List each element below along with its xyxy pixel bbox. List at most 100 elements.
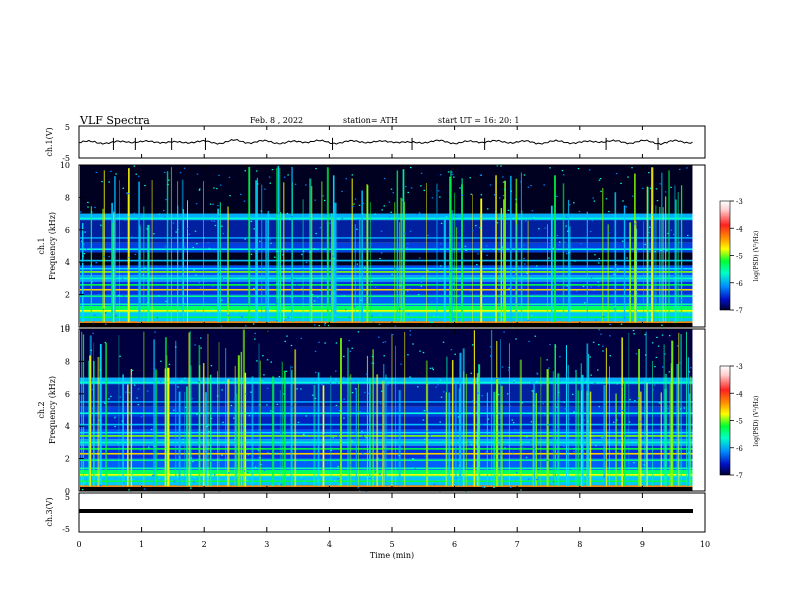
spectrogram-speckle bbox=[680, 408, 682, 410]
spectrogram-speckle bbox=[502, 181, 505, 183]
spectrogram-speckle bbox=[315, 371, 317, 373]
spectrogram-speckle bbox=[612, 421, 615, 423]
spectrogram-speckle bbox=[452, 446, 454, 448]
spectrogram-streak bbox=[472, 194, 473, 323]
spectrogram-speckle bbox=[501, 403, 503, 405]
spectrogram-streak bbox=[355, 388, 357, 487]
spectrogram-speckle bbox=[380, 230, 383, 232]
spectrogram-speckle bbox=[365, 437, 368, 439]
spectrogram-streak bbox=[404, 331, 406, 487]
spectrogram-speckle bbox=[565, 373, 567, 376]
spectrogram-speckle bbox=[672, 233, 675, 236]
spectrogram-speckle bbox=[90, 264, 93, 266]
spectrogram-speckle bbox=[125, 391, 127, 393]
spectrogram-speckle bbox=[294, 183, 297, 185]
spectrogram-speckle bbox=[176, 228, 179, 231]
spectrogram-speckle bbox=[530, 421, 533, 423]
spectrogram-speckle bbox=[406, 290, 409, 292]
spectrogram-speckle bbox=[538, 228, 540, 230]
ch1-spectrogram-panel: 0 2 4 6 8 10 ch.1 Frequency (kHz) bbox=[37, 161, 706, 332]
spectrogram-speckle bbox=[205, 425, 208, 428]
spectrogram-speckle bbox=[471, 465, 473, 467]
spectrogram-streak bbox=[279, 389, 281, 487]
spectrogram-streak bbox=[621, 337, 623, 487]
spectrogram-speckle bbox=[130, 375, 132, 377]
spectrogram-streak bbox=[332, 216, 334, 323]
spectrogram-speckle bbox=[504, 313, 507, 315]
spectrogram-speckle bbox=[651, 342, 654, 344]
spectrogram-streak bbox=[676, 363, 679, 487]
spectrogram-speckle bbox=[566, 230, 569, 232]
spectrogram-speckle bbox=[314, 397, 317, 400]
spectrogram-speckle bbox=[556, 406, 558, 408]
ch1-waveform-panel: 5 -5 ch.1(V) bbox=[45, 123, 706, 163]
spectrogram-streak bbox=[190, 365, 192, 487]
spectrogram-speckle bbox=[335, 370, 337, 372]
spectrogram-speckle bbox=[354, 380, 357, 382]
spectrogram-speckle bbox=[254, 332, 256, 335]
spectrogram-streak bbox=[164, 337, 167, 487]
spectrogram-speckle bbox=[199, 287, 202, 289]
spectrogram-speckle bbox=[256, 183, 259, 185]
spectrogram-speckle bbox=[627, 176, 629, 178]
spectrogram-speckle bbox=[633, 462, 635, 464]
spectrogram-speckle bbox=[260, 463, 262, 466]
spectrogram-speckle bbox=[83, 253, 86, 255]
spectrogram-speckle bbox=[356, 263, 359, 265]
spectrogram-streak bbox=[680, 185, 683, 323]
spectrogram-speckle bbox=[353, 306, 356, 308]
spectrogram-speckle bbox=[442, 341, 445, 343]
spectrogram-streak bbox=[370, 202, 372, 323]
spectrogram-streak bbox=[292, 182, 293, 323]
spectrogram-speckle bbox=[255, 170, 258, 172]
spectrogram-speckle bbox=[681, 268, 684, 270]
spectrogram-speckle bbox=[387, 384, 389, 386]
spectrogram-speckle bbox=[128, 489, 130, 491]
spectrogram-speckle bbox=[351, 174, 354, 176]
spectrogram-streak bbox=[662, 207, 664, 323]
spectrogram-speckle bbox=[168, 363, 171, 366]
spectrogram-speckle bbox=[271, 168, 274, 171]
spectrogram-speckle bbox=[650, 187, 652, 189]
spectrogram-speckle bbox=[210, 365, 213, 367]
spectrogram-speckle bbox=[252, 248, 254, 250]
spectrogram-speckle bbox=[566, 285, 568, 287]
spectrogram-streak bbox=[557, 373, 560, 487]
spectrogram-speckle bbox=[83, 319, 85, 321]
spectrogram-speckle bbox=[367, 294, 370, 296]
spectrogram-speckle bbox=[137, 404, 140, 406]
spectrogram-speckle bbox=[362, 452, 364, 454]
spectrogram-speckle bbox=[565, 216, 568, 219]
spectrogram-speckle bbox=[300, 337, 302, 339]
xtick-label: 4 bbox=[327, 540, 332, 549]
spectrogram-speckle bbox=[332, 255, 334, 257]
spectrogram-speckle bbox=[675, 405, 678, 407]
spectrogram-speckle bbox=[424, 455, 427, 457]
spectrogram-speckle bbox=[568, 251, 570, 254]
spectrogram-speckle bbox=[432, 368, 435, 371]
spectrogram-speckle bbox=[664, 353, 666, 355]
spectrogram-speckle bbox=[449, 269, 452, 272]
spectrogram-speckle bbox=[557, 428, 559, 430]
spectrogram-speckle bbox=[378, 323, 381, 325]
spectrogram-speckle bbox=[211, 473, 214, 475]
spectrogram-streak bbox=[473, 330, 475, 487]
spectrogram-speckle bbox=[547, 424, 549, 426]
spectrogram-streak bbox=[449, 176, 452, 323]
spectrogram-speckle bbox=[470, 372, 473, 374]
spectrogram-speckle bbox=[329, 382, 332, 384]
spectrogram-speckle bbox=[321, 383, 323, 385]
spectrogram-speckle bbox=[440, 396, 443, 398]
spectrogram-speckle bbox=[219, 424, 222, 426]
spectrogram-streak bbox=[500, 385, 503, 487]
spectrogram-streak bbox=[664, 388, 667, 487]
spectrogram-speckle bbox=[495, 211, 497, 213]
spectrogram-streak bbox=[251, 376, 254, 487]
spectrogram-speckle bbox=[399, 308, 401, 310]
spectrogram-speckle bbox=[267, 452, 269, 454]
spectrogram-speckle bbox=[598, 179, 601, 181]
spectrogram-speckle bbox=[196, 243, 198, 245]
spectrogram-speckle bbox=[420, 285, 423, 287]
spectrogram-speckle bbox=[222, 232, 225, 235]
spectrogram-speckle bbox=[228, 176, 231, 179]
